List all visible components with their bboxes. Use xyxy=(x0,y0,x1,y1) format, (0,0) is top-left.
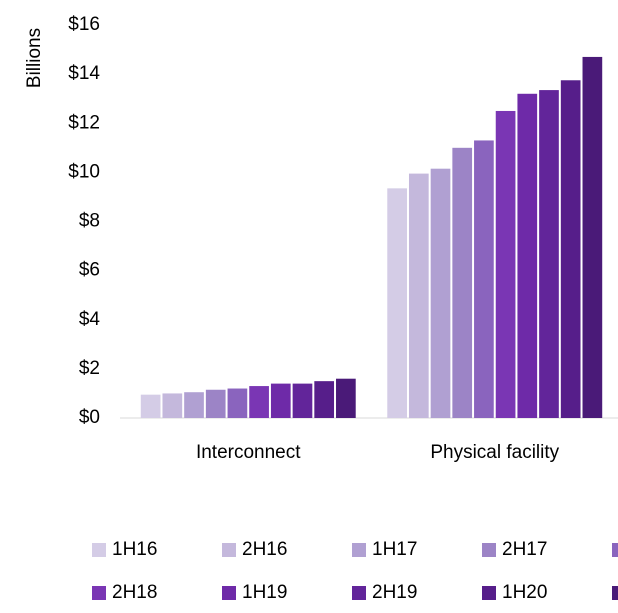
bar xyxy=(314,381,335,418)
y-tick-label: $10 xyxy=(68,161,100,182)
legend-swatch xyxy=(352,543,366,557)
bar xyxy=(227,388,248,418)
y-tick-label: $2 xyxy=(79,358,100,379)
legend-swatch xyxy=(92,543,106,557)
legend-label: 1H20 xyxy=(502,582,547,603)
y-tick-label: $0 xyxy=(79,407,100,428)
legend-label: 2H17 xyxy=(502,539,547,560)
bar xyxy=(184,392,204,418)
legend-swatch xyxy=(612,586,618,600)
legend-swatch xyxy=(482,543,496,557)
bar xyxy=(474,140,494,418)
bar xyxy=(336,378,356,418)
bar xyxy=(495,110,516,418)
bar xyxy=(430,168,451,418)
legend-swatch xyxy=(222,586,236,600)
bar xyxy=(387,188,407,418)
bar xyxy=(162,393,183,418)
legend-swatch xyxy=(92,586,106,600)
y-tick-label: $16 xyxy=(68,14,100,35)
bar xyxy=(408,173,429,418)
y-axis-label: Billions xyxy=(24,28,45,88)
legend-label: 1H19 xyxy=(242,582,287,603)
bar xyxy=(517,93,538,419)
y-tick-label: $14 xyxy=(68,63,100,84)
legend-label: 1H16 xyxy=(112,539,157,560)
y-tick-label: $6 xyxy=(79,260,100,281)
x-tick-label: Physical facility xyxy=(430,442,559,463)
x-tick-label: Interconnect xyxy=(196,442,301,463)
y-tick-label: $4 xyxy=(79,309,101,330)
y-tick-label: $8 xyxy=(79,211,100,232)
bar xyxy=(292,383,313,418)
bar xyxy=(539,90,559,418)
bar xyxy=(452,147,473,418)
bar xyxy=(205,389,226,418)
legend-swatch xyxy=(222,543,236,557)
legend-label: 2H16 xyxy=(242,539,287,560)
legend-label: 2H18 xyxy=(112,582,157,603)
legend-label: 1H17 xyxy=(372,539,417,560)
bar xyxy=(249,386,269,418)
legend-swatch xyxy=(612,543,618,557)
bar xyxy=(270,383,291,418)
legend-swatch xyxy=(352,586,366,600)
legend-label: 2H19 xyxy=(372,582,417,603)
y-tick-label: $12 xyxy=(68,112,100,133)
bar xyxy=(140,394,161,418)
bar xyxy=(560,80,581,418)
legend-swatch xyxy=(482,586,496,600)
bar xyxy=(582,56,603,419)
